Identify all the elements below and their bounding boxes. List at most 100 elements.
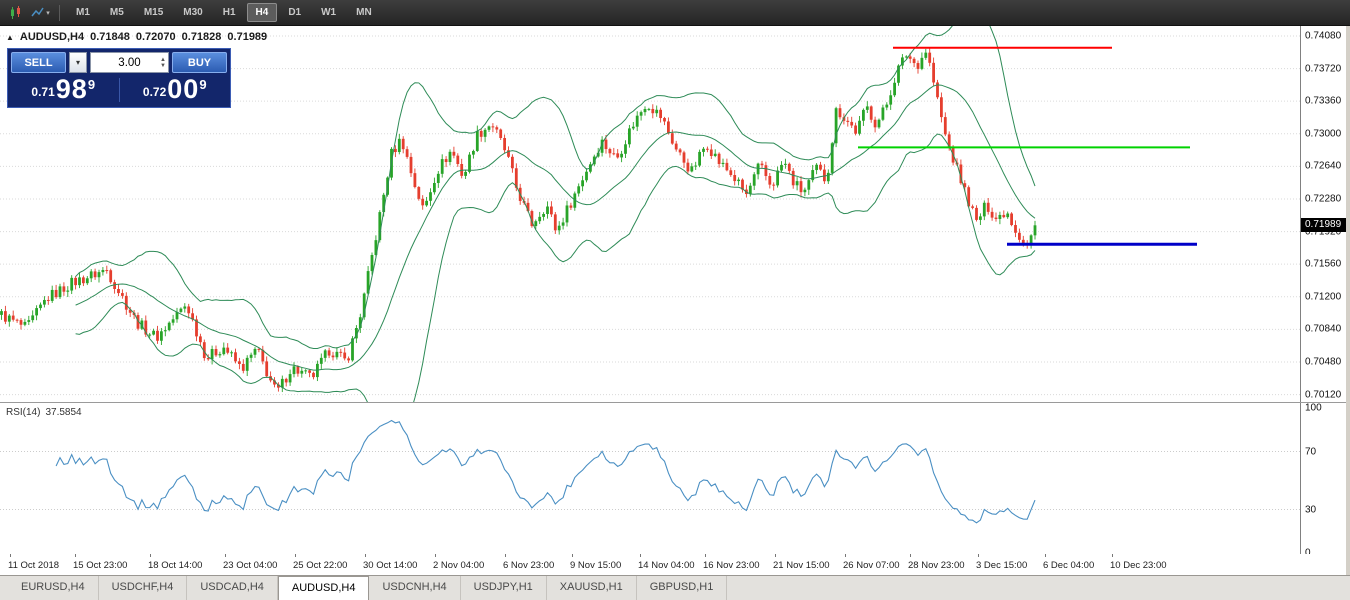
price-chart-canvas[interactable] xyxy=(0,26,1300,402)
time-tick xyxy=(150,554,151,557)
chart-tab-audusd-h4[interactable]: AUDUSD,H4 xyxy=(277,576,370,600)
time-tick xyxy=(705,554,706,557)
buy-price-pipette: 9 xyxy=(199,77,207,92)
time-tick xyxy=(225,554,226,557)
time-tick xyxy=(978,554,979,557)
timeframe-button-m5[interactable]: M5 xyxy=(109,7,124,18)
rsi-label: RSI(14) 37.5854 xyxy=(6,407,82,418)
timeframe-button-m30[interactable]: M30 xyxy=(183,7,203,18)
rsi-axis-label: 100 xyxy=(1305,402,1322,414)
timeframe-button-mn[interactable]: MN xyxy=(356,7,372,18)
high-value: 0.72070 xyxy=(135,31,176,43)
chart-tab-usdchf-h4[interactable]: USDCHF,H4 xyxy=(99,576,188,600)
sell-price-small: 0.71 xyxy=(31,85,55,99)
chart-tab-xauusd-h1[interactable]: XAUUSD,H1 xyxy=(547,576,637,600)
timeframe-button-d1[interactable]: D1 xyxy=(288,7,302,18)
price-axis-label: 0.74080 xyxy=(1305,30,1342,42)
one-click-trading-panel: SELL ▾ 3.00 ▲ ▼ BUY 0.71 98 9 xyxy=(7,48,231,108)
one-click-toggle-icon[interactable]: ▲ xyxy=(6,32,14,42)
time-tick xyxy=(505,554,506,557)
price-axis-label: 0.70480 xyxy=(1305,356,1342,368)
rsi-axis-label: 30 xyxy=(1305,504,1317,515)
price-divider xyxy=(118,78,120,102)
rsi-name: RSI(14) xyxy=(6,407,41,418)
rsi-line xyxy=(55,419,1036,524)
chart-tab-usdcnh-h4[interactable]: USDCNH,H4 xyxy=(369,576,461,600)
price-axis-label: 0.73720 xyxy=(1305,63,1342,75)
time-axis-label: 25 Oct 22:00 xyxy=(293,560,348,571)
time-tick xyxy=(295,554,296,557)
bullish-candles xyxy=(0,48,1037,393)
price-axis-label: 0.73360 xyxy=(1305,95,1342,107)
time-axis-label: 11 Oct 2018 xyxy=(8,560,60,571)
time-axis-label: 2 Nov 04:00 xyxy=(433,560,485,571)
time-tick xyxy=(1112,554,1113,557)
window-edge xyxy=(1346,26,1350,575)
price-chart-pane[interactable]: ▲ AUDUSD,H4 0.71848 0.72070 0.71828 0.71… xyxy=(0,26,1300,402)
price-axis-label: 0.72640 xyxy=(1305,160,1342,172)
timeframe-button-m1[interactable]: M1 xyxy=(76,7,90,18)
timeframe-button-w1[interactable]: W1 xyxy=(321,7,337,18)
time-tick xyxy=(365,554,366,557)
sell-price: 0.71 98 9 xyxy=(11,76,116,104)
time-axis-label: 18 Oct 14:00 xyxy=(148,560,203,571)
sell-price-big: 98 xyxy=(55,74,88,104)
axis-border xyxy=(1300,26,1301,575)
bollinger-middle-band xyxy=(75,84,1036,371)
timeframe-button-m15[interactable]: M15 xyxy=(143,7,164,18)
time-tick xyxy=(910,554,911,557)
time-axis-label: 6 Dec 04:00 xyxy=(1043,560,1095,571)
bollinger-upper-band xyxy=(75,26,1036,349)
price-axis-label: 0.70120 xyxy=(1305,389,1342,401)
buy-button[interactable]: BUY xyxy=(172,52,227,73)
chart-tab-gbpusd-h1[interactable]: GBPUSD,H1 xyxy=(637,576,728,600)
rsi-canvas[interactable] xyxy=(0,403,1300,553)
candlestick-chart-icon[interactable] xyxy=(4,3,28,23)
rsi-axis-label: 70 xyxy=(1305,446,1317,457)
lot-size-field[interactable]: 3.00 ▲ ▼ xyxy=(90,52,169,73)
time-axis: 11 Oct 2018 15 Oct 23:00 18 Oct 14:00 23 Oc… xyxy=(0,554,1346,575)
rsi-pane[interactable] xyxy=(0,403,1300,553)
price-axis-label: 0.72280 xyxy=(1305,193,1342,205)
timeframe-button-h4[interactable]: H4 xyxy=(246,3,278,22)
time-tick xyxy=(75,554,76,557)
buy-price-big: 00 xyxy=(167,74,200,104)
time-tick xyxy=(1045,554,1046,557)
price-grid xyxy=(0,35,1300,396)
time-tick xyxy=(435,554,436,557)
price-axis-label: 0.71560 xyxy=(1305,258,1342,270)
time-axis-label: 3 Dec 15:00 xyxy=(976,560,1028,571)
chart-tab-usdjpy-h1[interactable]: USDJPY,H1 xyxy=(461,576,547,600)
indicators-icon[interactable]: ▾ xyxy=(28,3,52,23)
rsi-axis-label: 0 xyxy=(1305,547,1311,559)
ohlc-header: ▲ AUDUSD,H4 0.71848 0.72070 0.71828 0.71… xyxy=(6,31,267,43)
price-axis-label: 0.71200 xyxy=(1305,291,1342,303)
sell-button[interactable]: SELL xyxy=(11,52,66,73)
lot-increase-button[interactable]: ▲ xyxy=(160,56,166,63)
lot-size-value: 3.00 xyxy=(118,56,141,69)
pane-divider[interactable] xyxy=(0,402,1346,403)
rsi-value: 37.5854 xyxy=(45,407,82,418)
time-tick xyxy=(845,554,846,557)
timeframe-toolbar: M1 M5 M15 M30 H1 H4 D1 W1 MN xyxy=(67,3,381,22)
timeframe-button-h1[interactable]: H1 xyxy=(222,7,236,18)
time-axis-label: 28 Nov 23:00 xyxy=(908,560,965,571)
toolbar-separator xyxy=(59,4,60,21)
chart-tab-eurusd-h4[interactable]: EURUSD,H4 xyxy=(8,576,99,600)
time-axis-label: 26 Nov 07:00 xyxy=(843,560,900,571)
lot-decrease-button[interactable]: ▼ xyxy=(160,62,166,69)
rsi-grid xyxy=(0,451,1300,510)
close-value: 0.71989 xyxy=(227,31,268,43)
time-axis-label: 6 Nov 23:00 xyxy=(503,560,555,571)
lot-preset-dropdown[interactable]: ▾ xyxy=(69,52,87,73)
bollinger-lower-band xyxy=(75,133,1036,402)
time-axis-label: 23 Oct 04:00 xyxy=(223,560,278,571)
time-tick xyxy=(775,554,776,557)
sell-price-pipette: 9 xyxy=(87,77,96,92)
chart-tab-usdcad-h4[interactable]: USDCAD,H4 xyxy=(187,576,278,600)
price-axis-label: 0.70840 xyxy=(1305,323,1342,335)
buy-price-small: 0.72 xyxy=(142,85,167,99)
time-tick xyxy=(572,554,573,557)
bearish-candles xyxy=(4,48,1029,392)
toolbar: ▾ M1 M5 M15 M30 H1 H4 D1 W1 MN xyxy=(0,0,1350,26)
